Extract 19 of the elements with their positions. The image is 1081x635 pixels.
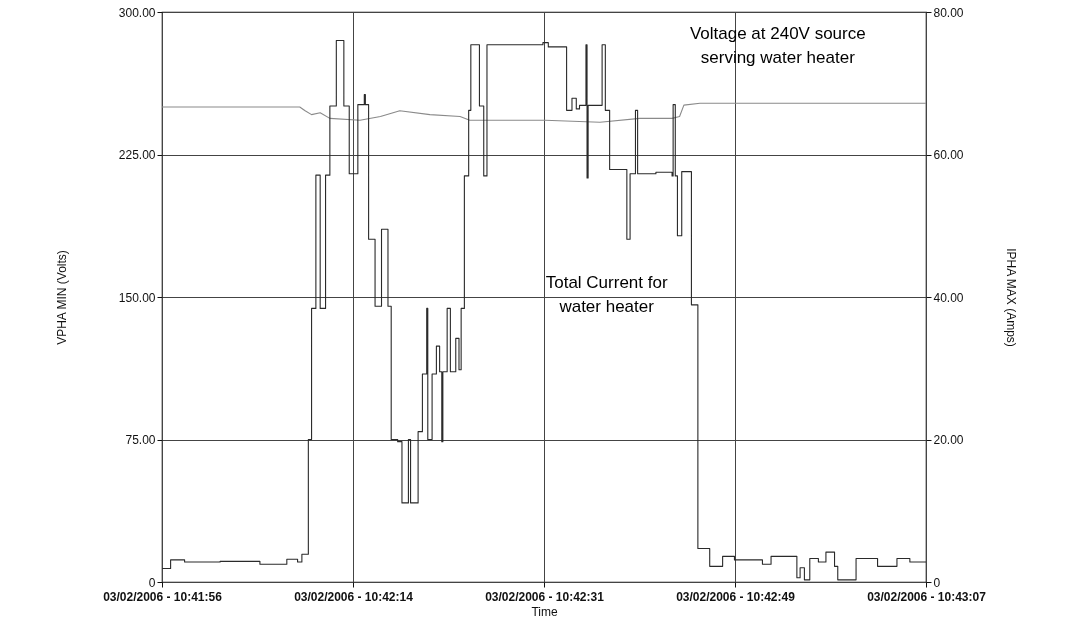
x-axis-title: Time <box>531 604 558 619</box>
x-tick-label: 03/02/2006 - 10:42:14 <box>294 589 414 604</box>
y2-tick-label: 40.00 <box>933 290 964 305</box>
x-tick-label: 03/02/2006 - 10:42:31 <box>485 589 605 604</box>
x-tick-label: 03/02/2006 - 10:41:56 <box>103 589 223 604</box>
y2-tick-label: 80.00 <box>933 5 964 20</box>
y-tick-label: 225.00 <box>118 148 156 162</box>
y2-tick-label: 20.00 <box>933 433 964 447</box>
y2-axis-title: IPHA MAX (Amps) <box>1003 248 1018 347</box>
x-tick-label: 03/02/2006 - 10:43:07 <box>867 589 987 604</box>
y-tick-label: 300.00 <box>118 5 156 20</box>
x-tick-label: 03/02/2006 - 10:42:49 <box>676 589 796 604</box>
y-tick-label: 75.00 <box>125 433 156 447</box>
y2-tick-label: 0 <box>933 575 941 590</box>
y-tick-label: 150.00 <box>118 290 156 305</box>
y-tick-label: 0 <box>148 575 156 590</box>
annotation: Total Current for water heater <box>545 272 668 316</box>
y2-tick-label: 60.00 <box>933 148 964 162</box>
y-axis-title: VPHA MIN (Volts) <box>54 250 69 345</box>
